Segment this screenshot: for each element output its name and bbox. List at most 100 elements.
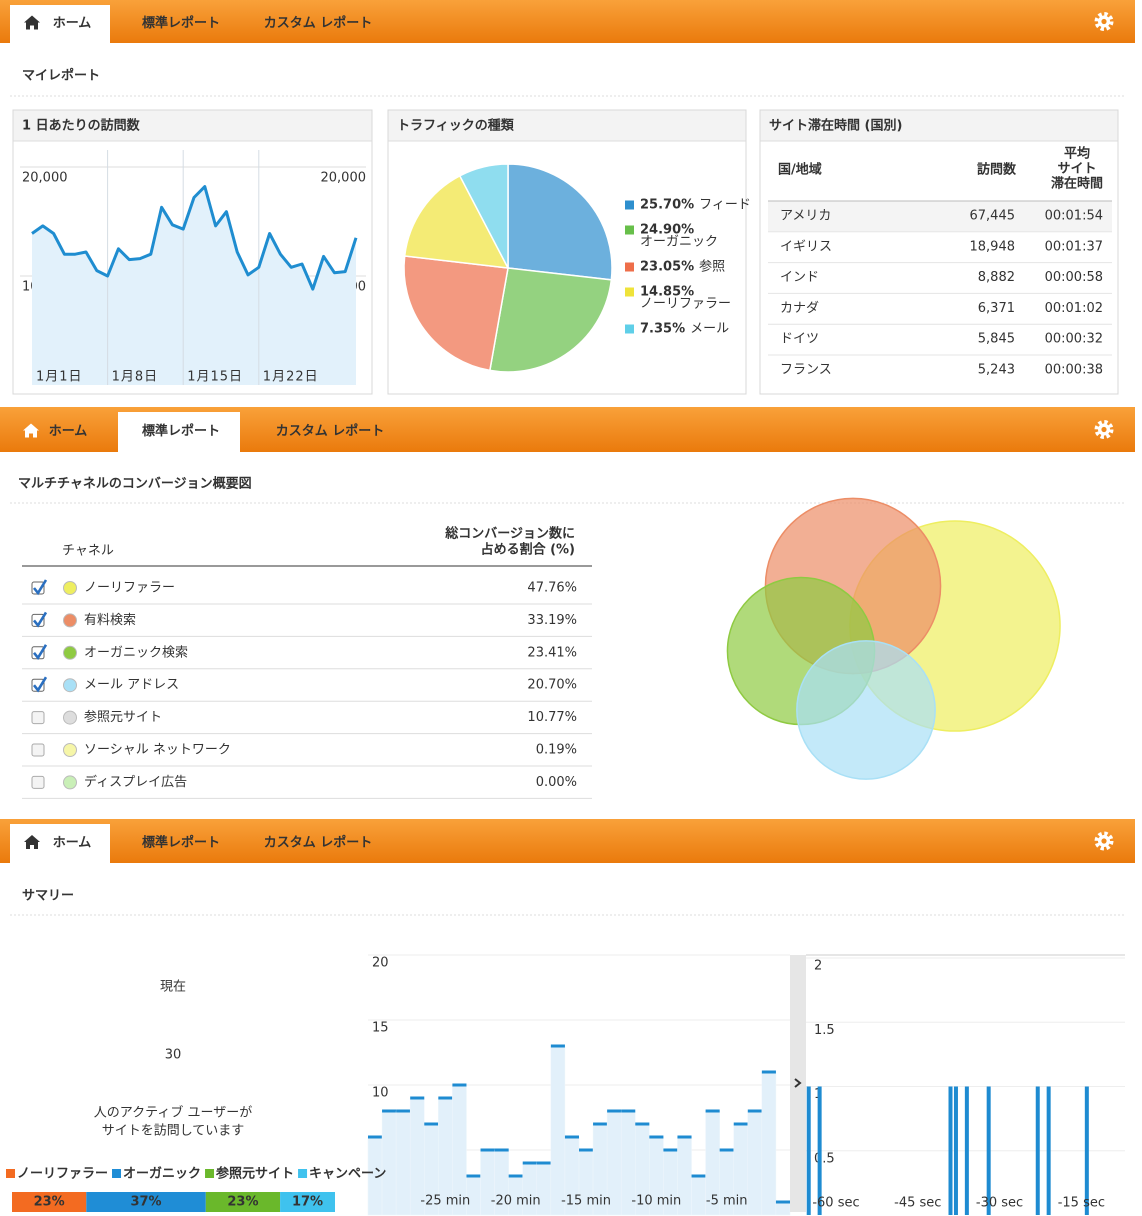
step-line bbox=[719, 1148, 734, 1152]
step-line bbox=[747, 1109, 762, 1113]
nav-tab[interactable]: ホーム bbox=[53, 836, 92, 851]
bar-segment bbox=[205, 1192, 281, 1212]
nav-tab[interactable]: カスタム レポート bbox=[276, 423, 385, 439]
bar bbox=[1046, 1086, 1051, 1215]
step-line bbox=[522, 1161, 537, 1165]
settings-gear[interactable] bbox=[1094, 420, 1114, 439]
channel-name: 有料検索 bbox=[84, 613, 136, 628]
legend-label: オーガニック bbox=[123, 1167, 201, 1182]
settings-gear[interactable] bbox=[1094, 831, 1114, 851]
table-row bbox=[768, 324, 1112, 355]
segment-label: 37% bbox=[130, 1195, 161, 1210]
settings-gear[interactable] bbox=[1094, 12, 1114, 31]
x-tick-label: -25 min bbox=[420, 1194, 470, 1209]
table-row bbox=[768, 262, 1112, 293]
step-line bbox=[761, 1070, 776, 1074]
expand-arrow[interactable] bbox=[794, 1078, 802, 1088]
bar bbox=[986, 1086, 991, 1215]
pie-slice bbox=[403, 174, 510, 269]
panel-title: マルチチャネルのコンバージョン概要図 bbox=[18, 476, 252, 492]
bar bbox=[806, 1086, 811, 1215]
checkbox[interactable] bbox=[31, 743, 45, 757]
channel-dot bbox=[63, 645, 77, 660]
channel-share: 47.76% bbox=[527, 581, 577, 596]
pie-slice bbox=[458, 163, 509, 269]
step-line bbox=[368, 1135, 383, 1139]
legend-swatch bbox=[625, 287, 634, 297]
step-line bbox=[536, 1161, 551, 1165]
country-cell: インド bbox=[780, 270, 819, 285]
y-tick-label: 10 bbox=[372, 1086, 389, 1101]
channel-share: 10.77% bbox=[527, 710, 577, 725]
channel-dot bbox=[63, 613, 77, 628]
channel-share: 0.00% bbox=[536, 775, 577, 790]
visits-cell: 18,948 bbox=[970, 239, 1016, 254]
now-label: 現在 bbox=[160, 980, 186, 995]
home-icon bbox=[24, 835, 40, 849]
channel-name: 参照元サイト bbox=[84, 710, 162, 725]
segment-label: 17% bbox=[292, 1195, 323, 1210]
channel-dot bbox=[63, 678, 77, 693]
nav-tab[interactable]: カスタム レポート bbox=[264, 15, 373, 31]
country-cell: フランス bbox=[780, 363, 832, 378]
step-line bbox=[480, 1148, 495, 1152]
checkbox[interactable] bbox=[31, 775, 45, 789]
legend-swatch bbox=[625, 324, 634, 334]
home-icon bbox=[24, 15, 40, 30]
step-line bbox=[452, 1083, 467, 1087]
pie-slice bbox=[488, 267, 613, 373]
bar bbox=[1084, 1086, 1089, 1215]
step-line bbox=[579, 1148, 594, 1152]
nav-bar bbox=[0, 0, 1135, 43]
country-cell: イギリス bbox=[780, 239, 832, 254]
table-row bbox=[768, 231, 1112, 262]
y-tick-label: 1.5 bbox=[814, 1023, 835, 1038]
channel-dot bbox=[63, 581, 77, 595]
nav-tab[interactable]: ホーム bbox=[53, 16, 92, 31]
table-row bbox=[768, 355, 1112, 385]
nav-tab[interactable]: カスタム レポート bbox=[264, 835, 373, 851]
widget-header bbox=[388, 110, 746, 142]
step-line bbox=[663, 1148, 678, 1152]
nav-tab[interactable]: ホーム bbox=[49, 424, 88, 439]
step-area bbox=[381, 1110, 397, 1216]
line bbox=[31, 185, 358, 291]
channel-name: ディスプレイ広告 bbox=[84, 774, 187, 790]
table-row bbox=[768, 293, 1112, 324]
settings-gear-hole bbox=[1101, 18, 1107, 25]
time-cell: 00:01:37 bbox=[1045, 239, 1103, 254]
column-header: 国/地域 bbox=[778, 162, 822, 178]
table-row bbox=[768, 201, 1112, 231]
step-line bbox=[593, 1122, 608, 1126]
country-cell: ドイツ bbox=[780, 332, 819, 347]
visits-cell: 8,882 bbox=[978, 270, 1015, 285]
nav-tab[interactable]: 標準レポート bbox=[142, 835, 220, 851]
time-cell: 00:00:38 bbox=[1045, 363, 1103, 378]
step-line bbox=[733, 1122, 748, 1126]
legend-label: オーガニック bbox=[640, 235, 718, 250]
pie-slice bbox=[507, 163, 613, 281]
x-tick-label: -60 sec bbox=[812, 1196, 859, 1211]
bar-segment bbox=[86, 1192, 206, 1212]
settings-gear-hole bbox=[1101, 838, 1107, 844]
channel-share: 20.70% bbox=[527, 678, 577, 693]
step-line bbox=[382, 1109, 397, 1113]
widget-title: トラフィックの種類 bbox=[397, 118, 515, 134]
nav-tab[interactable]: 標準レポート bbox=[142, 15, 220, 31]
step-area bbox=[550, 1045, 566, 1216]
legend-swatch bbox=[205, 1169, 215, 1178]
checkbox[interactable] bbox=[31, 711, 45, 725]
time-cell: 00:00:32 bbox=[1045, 332, 1103, 347]
bar bbox=[948, 1086, 953, 1215]
legend-label: フィード bbox=[699, 198, 751, 213]
nav-tab[interactable]: 標準レポート bbox=[142, 423, 220, 439]
channel-name: ノーリファラー bbox=[84, 581, 175, 596]
active-users: 30 bbox=[165, 1048, 182, 1063]
segment-label: 23% bbox=[34, 1195, 65, 1210]
legend-label: ノーリファラー bbox=[17, 1167, 108, 1182]
home-icon bbox=[23, 423, 39, 438]
x-tick-label: -45 sec bbox=[894, 1196, 941, 1211]
visits-cell: 5,845 bbox=[978, 332, 1015, 347]
